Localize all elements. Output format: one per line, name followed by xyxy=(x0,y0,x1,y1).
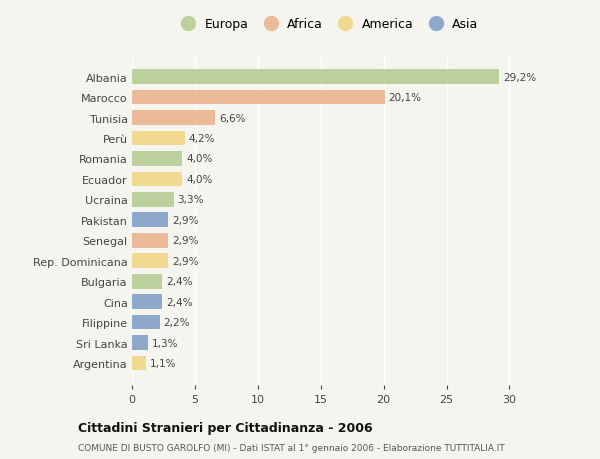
Text: 4,0%: 4,0% xyxy=(186,154,212,164)
Bar xyxy=(132,295,162,309)
Text: 2,4%: 2,4% xyxy=(166,277,193,286)
Bar xyxy=(132,90,385,105)
Text: Cittadini Stranieri per Cittadinanza - 2006: Cittadini Stranieri per Cittadinanza - 2… xyxy=(78,421,373,434)
Text: 4,0%: 4,0% xyxy=(186,174,212,185)
Text: 2,2%: 2,2% xyxy=(163,317,190,327)
Legend: Europa, Africa, America, Asia: Europa, Africa, America, Asia xyxy=(176,18,478,31)
Text: 3,3%: 3,3% xyxy=(177,195,204,205)
Text: 20,1%: 20,1% xyxy=(389,93,422,103)
Text: 2,9%: 2,9% xyxy=(172,236,199,246)
Bar xyxy=(132,356,146,370)
Bar xyxy=(132,152,182,167)
Text: 2,4%: 2,4% xyxy=(166,297,193,307)
Bar xyxy=(132,233,169,248)
Text: 6,6%: 6,6% xyxy=(219,113,245,123)
Text: 2,9%: 2,9% xyxy=(172,256,199,266)
Bar xyxy=(132,111,215,126)
Bar xyxy=(132,131,185,146)
Text: 1,1%: 1,1% xyxy=(149,358,176,368)
Text: COMUNE DI BUSTO GAROLFO (MI) - Dati ISTAT al 1° gennaio 2006 - Elaborazione TUTT: COMUNE DI BUSTO GAROLFO (MI) - Dati ISTA… xyxy=(78,443,505,452)
Bar xyxy=(132,213,169,228)
Bar xyxy=(132,254,169,269)
Bar xyxy=(132,172,182,187)
Bar xyxy=(132,274,162,289)
Bar xyxy=(132,336,148,350)
Text: 1,3%: 1,3% xyxy=(152,338,179,348)
Bar xyxy=(132,315,160,330)
Text: 2,9%: 2,9% xyxy=(172,215,199,225)
Text: 29,2%: 29,2% xyxy=(503,73,536,83)
Text: 4,2%: 4,2% xyxy=(188,134,215,144)
Bar xyxy=(132,193,173,207)
Bar xyxy=(132,70,499,85)
